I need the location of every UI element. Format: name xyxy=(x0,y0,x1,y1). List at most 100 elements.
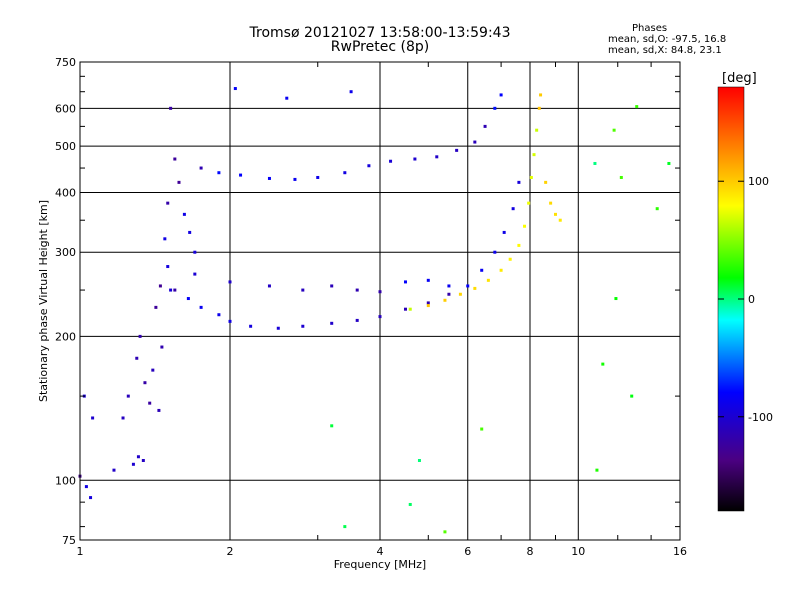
echo-point xyxy=(193,250,197,254)
echo-point xyxy=(635,105,639,109)
echo-point xyxy=(112,468,116,472)
echo-point xyxy=(612,128,616,132)
echo-point xyxy=(136,455,140,459)
echo-point xyxy=(403,307,407,311)
echo-point xyxy=(173,288,177,292)
y-tick-label: 600 xyxy=(55,102,76,115)
echo-point xyxy=(630,394,634,398)
echo-point xyxy=(169,288,173,292)
echo-point xyxy=(480,427,484,431)
echo-point xyxy=(378,315,382,319)
echo-point xyxy=(330,321,334,325)
phase-stats-o: mean, sd,O: -97.5, 16.8 xyxy=(608,34,727,45)
echo-point xyxy=(126,394,130,398)
x-tick-label: 6 xyxy=(464,545,471,558)
echo-point xyxy=(667,161,671,165)
echo-point xyxy=(169,106,173,110)
echo-point xyxy=(199,166,203,170)
echo-point xyxy=(389,159,393,163)
chart-title: Tromsø 20121027 13:58:00-13:59:43 xyxy=(249,25,511,41)
echo-point xyxy=(549,201,553,205)
echo-point xyxy=(276,326,280,330)
echo-point xyxy=(343,171,347,175)
echo-point xyxy=(228,280,232,284)
y-tick-label: 400 xyxy=(55,186,76,199)
echo-point xyxy=(502,230,506,234)
echo-point xyxy=(330,424,334,428)
echo-point xyxy=(301,288,305,292)
x-tick-label: 16 xyxy=(673,545,687,558)
echo-point xyxy=(148,401,152,405)
echo-point xyxy=(447,284,451,288)
echo-point xyxy=(285,96,289,100)
echo-point xyxy=(193,272,197,276)
echo-point xyxy=(217,313,221,317)
echo-point xyxy=(413,157,417,161)
echo-point xyxy=(499,93,503,97)
echo-point xyxy=(417,458,421,462)
echo-point xyxy=(89,496,93,500)
echo-point xyxy=(177,180,181,184)
echo-point xyxy=(267,176,271,180)
echo-point xyxy=(595,468,599,472)
echo-point xyxy=(157,408,161,412)
x-tick-label: 1 xyxy=(77,545,84,558)
colorbar-label: [deg] xyxy=(722,71,757,86)
echo-point xyxy=(166,201,170,205)
echo-point xyxy=(131,462,135,466)
colorbar-tick-label: -100 xyxy=(748,411,773,424)
echo-point xyxy=(141,458,145,462)
y-tick-label: 300 xyxy=(55,246,76,259)
x-tick-label: 4 xyxy=(377,545,384,558)
echo-point xyxy=(316,175,320,179)
y-tick-label: 200 xyxy=(55,330,76,343)
x-axis-title: Frequency [MHz] xyxy=(334,558,426,571)
echo-point xyxy=(493,250,497,254)
echo-point xyxy=(84,485,88,489)
echo-point xyxy=(558,218,562,222)
echo-point xyxy=(473,286,477,290)
echo-point xyxy=(517,243,521,247)
chart-subtitle: RwPretec (8p) xyxy=(330,39,430,55)
echo-point xyxy=(233,87,237,91)
echo-point xyxy=(455,148,459,152)
y-axis-title: Stationary phase Virtual Height [km] xyxy=(37,200,50,402)
echo-point xyxy=(138,334,142,338)
echo-point xyxy=(166,265,170,269)
echo-point xyxy=(249,324,253,328)
echo-point xyxy=(443,298,447,302)
echo-point xyxy=(458,292,462,296)
echo-point xyxy=(544,180,548,184)
echo-point xyxy=(408,307,412,311)
echo-point xyxy=(151,368,155,372)
grid-layer xyxy=(80,62,680,540)
echo-point xyxy=(408,502,412,506)
echo-point xyxy=(473,140,477,144)
echo-point xyxy=(511,207,515,211)
echo-point xyxy=(529,175,533,179)
echo-point xyxy=(349,90,353,94)
echo-point xyxy=(293,177,297,181)
echo-point xyxy=(239,173,243,177)
echo-point xyxy=(517,180,521,184)
echo-point xyxy=(199,305,203,309)
echo-point xyxy=(330,284,334,288)
echo-point xyxy=(186,297,190,301)
echo-point xyxy=(447,292,451,296)
y-tick-label: 500 xyxy=(55,140,76,153)
echo-point xyxy=(523,224,527,228)
echo-point xyxy=(493,106,497,110)
echo-point xyxy=(486,278,490,282)
echo-point xyxy=(403,280,407,284)
echo-point xyxy=(355,318,359,322)
echo-point xyxy=(553,212,557,216)
echo-point xyxy=(343,525,347,529)
echo-point xyxy=(173,157,177,161)
colorbar-tick-label: 0 xyxy=(748,293,755,306)
echo-point xyxy=(480,268,484,272)
echo-point xyxy=(483,124,487,128)
x-tick-label: 10 xyxy=(571,545,585,558)
echo-point xyxy=(435,155,439,159)
echo-point xyxy=(614,297,618,301)
